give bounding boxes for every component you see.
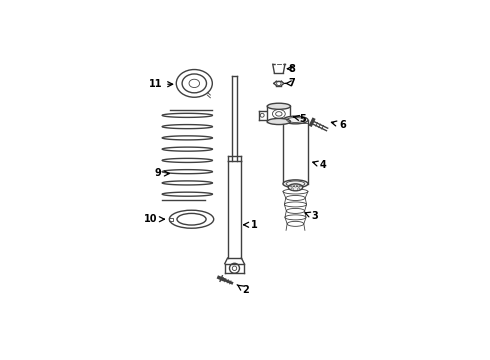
Ellipse shape bbox=[283, 180, 308, 188]
Circle shape bbox=[294, 185, 296, 187]
Text: 1: 1 bbox=[244, 220, 257, 230]
Text: 3: 3 bbox=[305, 211, 318, 221]
Text: 4: 4 bbox=[313, 160, 326, 170]
Text: 10: 10 bbox=[144, 214, 164, 224]
Text: 11: 11 bbox=[149, 79, 172, 89]
Bar bbox=[170, 218, 173, 221]
Ellipse shape bbox=[288, 184, 303, 191]
Ellipse shape bbox=[283, 116, 308, 124]
Circle shape bbox=[298, 188, 300, 190]
Text: 5: 5 bbox=[294, 114, 306, 123]
Circle shape bbox=[291, 185, 293, 187]
Text: 8: 8 bbox=[288, 64, 295, 74]
Ellipse shape bbox=[267, 118, 291, 125]
Text: 9: 9 bbox=[155, 168, 170, 179]
Text: 7: 7 bbox=[285, 78, 294, 89]
Ellipse shape bbox=[267, 103, 291, 109]
Text: 2: 2 bbox=[237, 285, 249, 296]
Text: 6: 6 bbox=[331, 120, 346, 130]
Circle shape bbox=[291, 188, 293, 190]
Circle shape bbox=[298, 185, 300, 187]
